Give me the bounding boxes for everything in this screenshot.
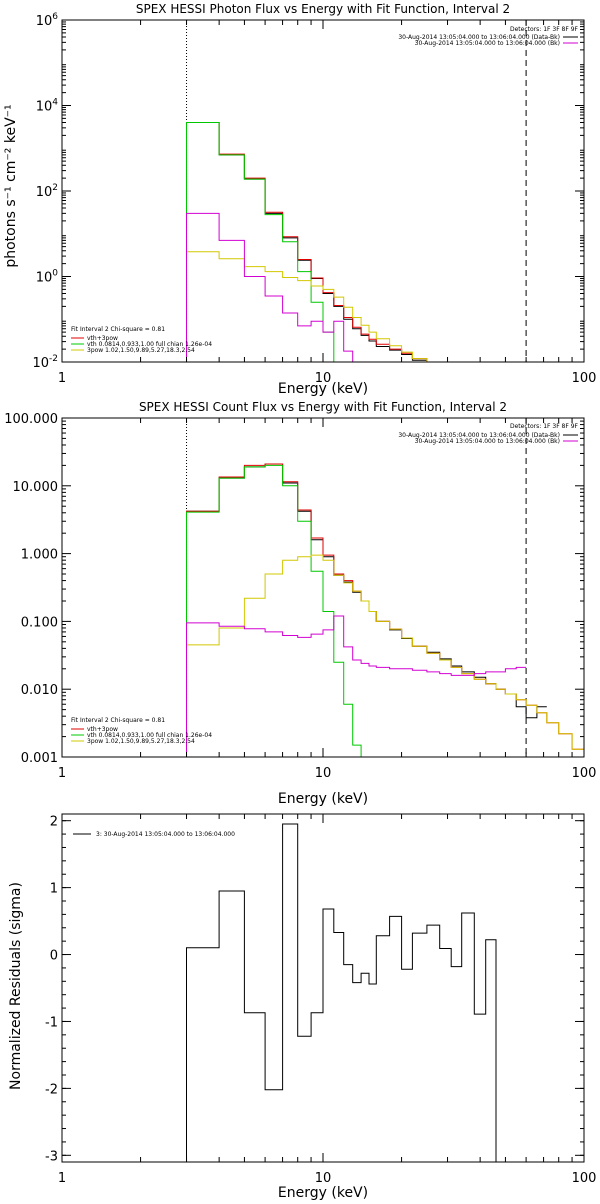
count-flux-legend-top: 30-Aug-2014 13:05:04.000 to 13:06:04.000… (398, 432, 578, 445)
count-flux-title: SPEX HESSI Count Flux vs Energy with Fit… (139, 400, 507, 414)
count-flux-legend-bottom-label: 3pow 1.02,1.50,9.89,5.27,18.3,2.54 (87, 738, 195, 745)
photon-flux-xtick-label: 1 (58, 371, 66, 386)
residuals-ytick-label: 2 (50, 815, 58, 830)
photon-flux-fit-header: Fit Interval 2 Chi-square = 0.81 (71, 326, 165, 333)
photon-flux-axes: 1 10 100 10-2 100 102 104 106 (32, 12, 596, 386)
residuals-series-residual (186, 823, 497, 1162)
count-flux-ytick-label: 0.010 (21, 683, 58, 698)
residuals-xlabel: Energy (keV) (278, 1185, 368, 1200)
photon-flux-series-bk (186, 212, 354, 362)
photon-flux-legend-top-label: 30-Aug-2014 13:05:04.000 to 13:06:04.000… (415, 40, 560, 47)
count-flux-ytick-label: 1.000 (21, 548, 58, 563)
count-flux-xlabel: Energy (keV) (278, 791, 368, 807)
residuals-axes: 1 10 100 -3 -2 -1 0 1 2 (45, 813, 597, 1186)
photon-flux-ytick-label: 104 (36, 98, 59, 115)
count-flux-panel: SPEX HESSI Count Flux vs Energy with Fit… (4, 400, 596, 807)
count-flux-ytick-label: 10.000 (13, 480, 59, 495)
count-flux-series-vth-3pow (186, 463, 584, 757)
photon-flux-detectors: Detectors: 1F 3F 8F 9F (510, 26, 579, 33)
photon-flux-xlabel: Energy (keV) (278, 381, 368, 397)
count-flux-series-group (186, 418, 584, 757)
count-flux-xtick-label: 100 (572, 766, 597, 781)
count-flux-xtick-label: 1 (58, 766, 66, 781)
photon-flux-series-data-bk (186, 122, 428, 362)
residuals-legend-label: 3: 30-Aug-2014 13:05:04.000 to 13:06:04.… (96, 831, 235, 838)
residuals-ytick-label: -1 (45, 1015, 58, 1030)
count-flux-legend-bottom-label: vth+3pow (87, 726, 118, 733)
residuals-ylabel: Normalized Residuals (sigma) (8, 882, 24, 1090)
residuals-series-group (186, 823, 497, 1162)
count-flux-fit-header: Fit Interval 2 Chi-square = 0.81 (71, 717, 165, 724)
photon-flux-ytick-label: 106 (36, 12, 59, 29)
photon-flux-legend-bottom-label: vth+3pow (87, 335, 118, 342)
count-flux-legend-bottom-label: vth 0.0814,0.933,1.00 full chian 1.26e-0… (87, 732, 212, 739)
residuals-ytick-label: -3 (45, 1149, 58, 1164)
photon-flux-ylabel: photons s⁻¹ cm⁻² keV⁻¹ (3, 104, 19, 267)
residuals-panel: 1 10 100 -3 -2 -1 0 1 2 Energy (keV) Normalized … (8, 813, 597, 1201)
count-flux-series-vth (186, 464, 362, 757)
count-flux-xtick-label: 10 (315, 766, 332, 781)
count-flux-ytick-label: 100.000 (4, 412, 58, 427)
residuals-ytick-label: -2 (45, 1082, 58, 1097)
photon-flux-ytick-label: 102 (36, 183, 58, 200)
residuals-xtick-label: 1 (58, 1171, 66, 1186)
count-flux-legend-top-label: 30-Aug-2014 13:05:04.000 to 13:06:04.000… (398, 432, 560, 439)
photon-flux-series-3pow (186, 251, 428, 362)
photon-flux-legend-top-label: 30-Aug-2014 13:05:04.000 to 13:06:04.000… (398, 34, 560, 41)
photon-flux-ytick-label: 100 (36, 269, 59, 286)
count-flux-series-3pow (186, 554, 584, 757)
count-flux-legend-top-label: 30-Aug-2014 13:05:04.000 to 13:06:04.000… (415, 438, 560, 445)
photon-flux-xtick-label: 10 (315, 371, 332, 386)
residuals-xtick-label: 10 (315, 1171, 332, 1186)
count-flux-ytick-label: 0.001 (21, 751, 58, 766)
count-flux-ytick-label: 0.100 (21, 615, 58, 630)
residuals-xtick-label: 100 (572, 1171, 597, 1186)
residuals-ytick-label: 0 (50, 949, 58, 964)
photon-flux-ytick-label: 10-2 (32, 354, 58, 371)
photon-flux-series-vth-3pow (186, 122, 428, 362)
photon-flux-legend-bottom-label: 3pow 1.02,1.50,9.89,5.27,18.3,2.54 (87, 347, 195, 354)
count-flux-axes: 1 10 100 0.001 0.010 0.100 1.000 10.000 100.000 (4, 412, 596, 781)
photon-flux-series-group (186, 20, 527, 362)
count-flux-series-data-bk (186, 463, 547, 757)
photon-flux-legend-bottom-label: vth 0.0814,0.933,1.00 full chian 1.26e-0… (87, 341, 212, 348)
count-flux-detectors: Detectors: 1F 3F 8F 9F (510, 423, 579, 430)
photon-flux-title: SPEX HESSI Photon Flux vs Energy with Fi… (136, 2, 510, 16)
photon-flux-legend-top: 30-Aug-2014 13:05:04.000 to 13:06:04.000… (398, 34, 578, 47)
count-flux-series-bk (186, 615, 527, 757)
photon-flux-series-vth (186, 122, 335, 362)
photon-flux-xtick-label: 100 (572, 371, 597, 386)
residuals-ytick-label: 1 (50, 882, 58, 897)
photon-flux-panel: SPEX HESSI Photon Flux vs Energy with Fi… (3, 2, 596, 397)
